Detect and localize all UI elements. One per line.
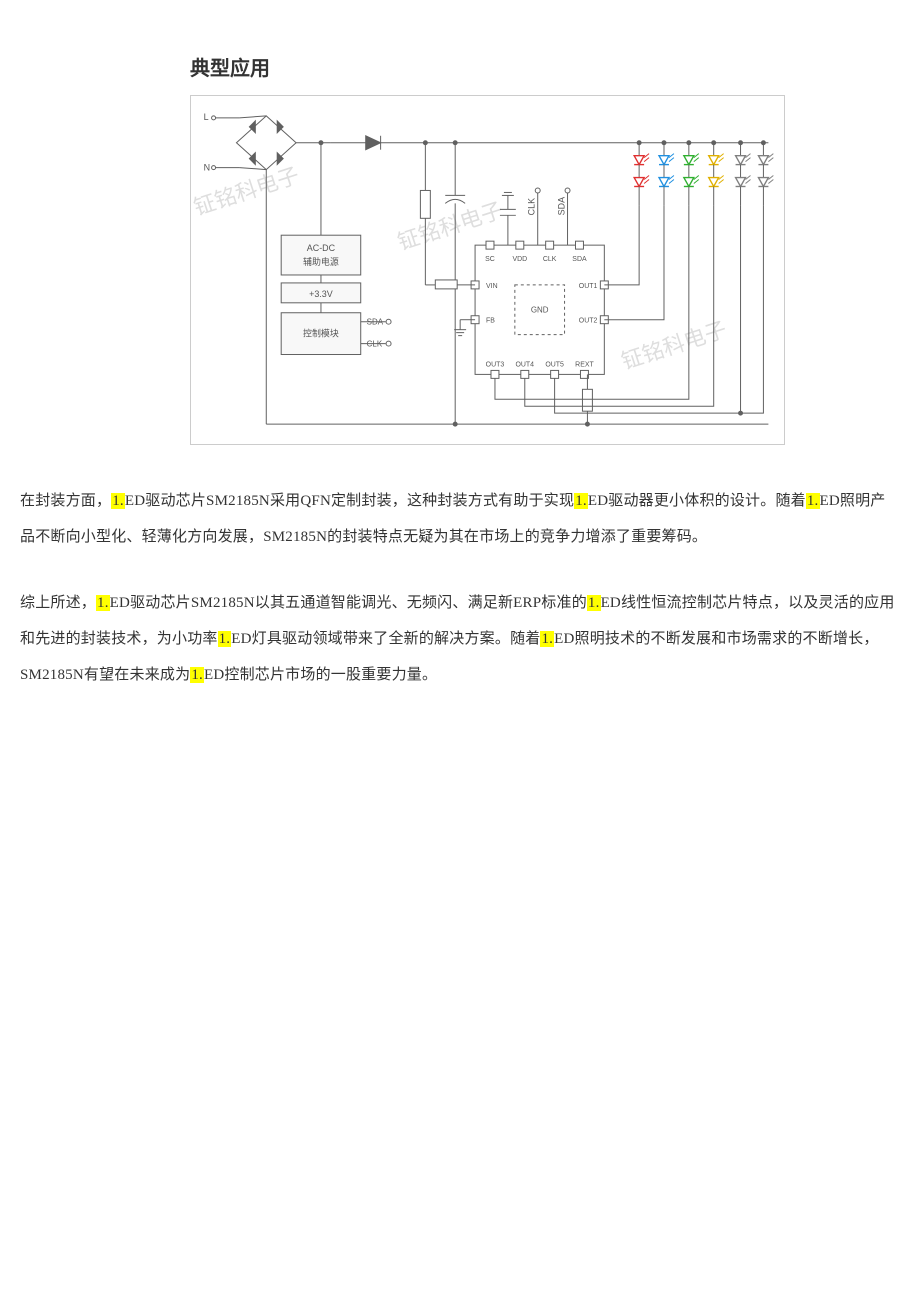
- acdc-block: [281, 235, 361, 275]
- body-text: ED驱动芯片SM2185N采用QFN定制封装，这种封装方式有助于实现: [125, 493, 574, 509]
- acdc-label-2: 辅助电源: [303, 256, 339, 267]
- body-text: ED控制芯片市场的一股重要力量。: [204, 667, 437, 683]
- watermark: 钲铭科电子: [618, 317, 730, 375]
- ac-input-N: N: [204, 163, 210, 173]
- paragraph-1: 在封装方面，1.ED驱动芯片SM2185N采用QFN定制封装，这种封装方式有助于…: [20, 483, 900, 555]
- highlighted-text: 1.: [574, 493, 588, 509]
- body-text: ED驱动芯片SM2185N以其五通道智能调光、无频闪、满足新ERP标准的: [110, 595, 587, 611]
- control-module-label: 控制模块: [303, 328, 339, 339]
- chip-pin-label: OUT1: [579, 283, 598, 290]
- highlighted-text: 1.: [96, 595, 110, 611]
- led-bank: [634, 141, 773, 206]
- led-icon: [758, 154, 773, 165]
- highlighted-text: 1.: [218, 631, 232, 647]
- clk-bus-label: CLK: [527, 198, 537, 215]
- chip-gnd-label: GND: [531, 306, 549, 315]
- led-icon: [634, 154, 649, 165]
- section-heading: 典型应用: [190, 52, 270, 81]
- body-text: 在封装方面，: [20, 493, 111, 509]
- bridge-rectifier: [236, 116, 296, 170]
- chip-pin-label: OUT4: [516, 361, 535, 368]
- chip-pin-label: CLK: [543, 256, 557, 263]
- highlighted-text: 1.: [540, 631, 554, 647]
- led-icon: [709, 154, 724, 165]
- body-text: 综上所述，: [20, 595, 96, 611]
- chip-pin-label: VIN: [486, 283, 498, 290]
- highlighted-text: 1.: [587, 595, 601, 611]
- v33-label: +3.3V: [309, 289, 333, 299]
- led-icon: [684, 154, 699, 165]
- body-text: ED灯具驱动领域带来了全新的解决方案。随着: [231, 631, 540, 647]
- led-icon: [758, 176, 773, 187]
- led-icon: [709, 176, 724, 187]
- sda-bus-label: SDA: [557, 197, 567, 215]
- led-icon: [659, 154, 674, 165]
- chip-pin-label: SDA: [572, 256, 587, 263]
- chip-pin-label: OUT5: [545, 361, 564, 368]
- chip-pin-label: FB: [486, 318, 495, 325]
- chip-pin-label: OUT2: [579, 318, 598, 325]
- acdc-label-1: AC-DC: [307, 243, 336, 253]
- ac-input-L: L: [204, 112, 209, 122]
- body-text: ED驱动器更小体积的设计。随着: [588, 493, 806, 509]
- led-icon: [659, 176, 674, 187]
- driver-chip: GND SC VDD CLK SDA VIN FB OUT1 OUT2 OUT3 OUT4 O…: [471, 241, 608, 378]
- led-icon: [634, 176, 649, 187]
- chip-pin-label: OUT3: [486, 361, 505, 368]
- chip-pin-label: REXT: [575, 361, 594, 368]
- application-diagram: 钲铭科电子 钲铭科电子 钲铭科电子 L N: [190, 95, 785, 445]
- highlighted-text: 1.: [111, 493, 125, 509]
- led-icon: [736, 176, 751, 187]
- paragraph-2: 综上所述，1.ED驱动芯片SM2185N以其五通道智能调光、无频闪、满足新ERP…: [20, 585, 900, 693]
- chip-pin-label: VDD: [512, 256, 527, 263]
- chip-pin-label: SC: [485, 256, 495, 263]
- series-diode: [331, 136, 381, 150]
- resistor-divider: [420, 141, 430, 270]
- led-icon: [684, 176, 699, 187]
- led-icon: [736, 154, 751, 165]
- highlighted-text: 1.: [806, 493, 820, 509]
- highlighted-text: 1.: [190, 667, 204, 683]
